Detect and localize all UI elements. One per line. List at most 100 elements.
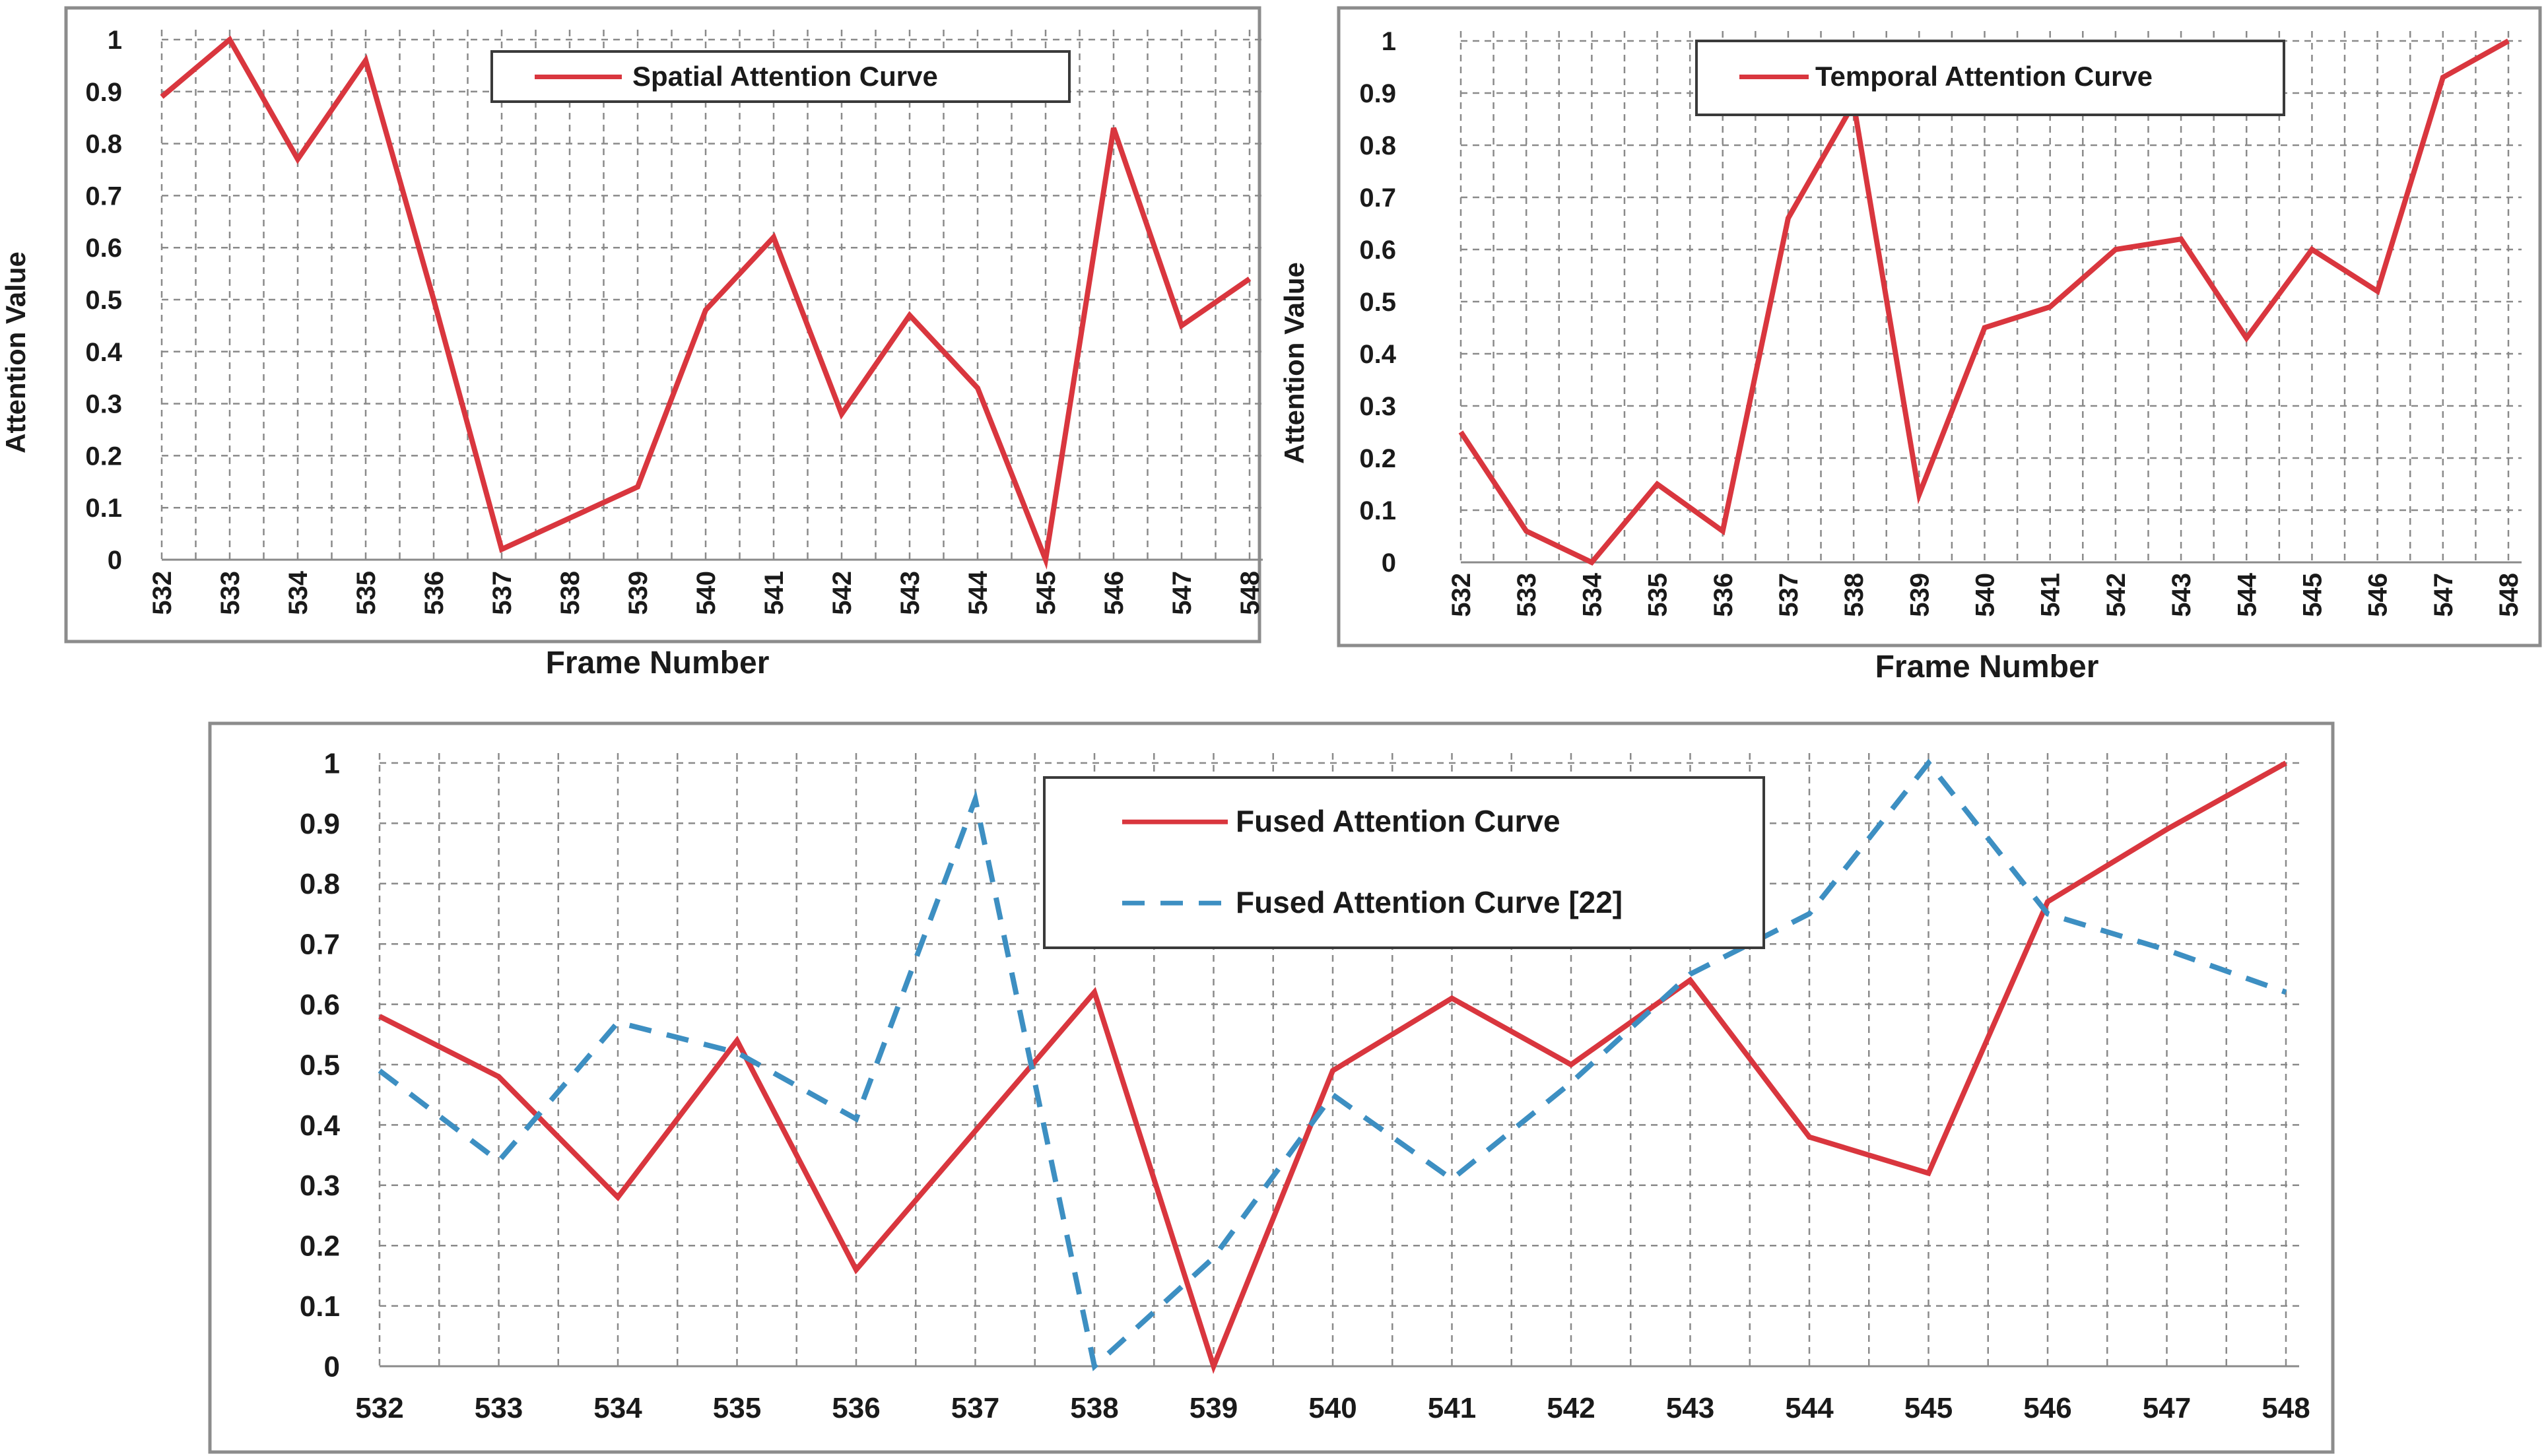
y-tick-label: 0.7: [1359, 183, 1396, 213]
x-tick-label: 538: [1070, 1392, 1118, 1424]
y-tick-label: 0.6: [85, 234, 122, 263]
chart-legend: Temporal Attention Curve: [1695, 40, 2285, 116]
y-tick-label: 0.5: [300, 1049, 340, 1081]
y-tick-label: 0.2: [300, 1230, 340, 1263]
y-tick-label: 0.6: [300, 989, 340, 1021]
y-tick-label: 1: [324, 747, 340, 779]
y-tick-label: 0: [324, 1350, 340, 1383]
y-tick-label: 0.8: [85, 130, 122, 159]
x-tick-label: 537: [1774, 573, 1803, 617]
x-tick-label: 538: [556, 571, 585, 615]
x-tick-label: 539: [624, 571, 653, 615]
y-tick-label: 0.7: [85, 182, 122, 211]
x-tick-label: 533: [475, 1392, 523, 1424]
x-tick-label: 548: [1236, 571, 1265, 615]
x-tick-label: 540: [1308, 1392, 1357, 1424]
chart-3: 0 0.1 0.2 0.3 0.4 0.5 0.6 0.7 0.8 0.9 1 532 533 534 53…: [208, 721, 2335, 1454]
y-tick-label: 0.4: [85, 338, 122, 367]
x-tick-label: 547: [2429, 573, 2458, 617]
y-tick-label: 0.8: [1359, 131, 1396, 160]
y-tick-label: 0.3: [85, 390, 122, 419]
legend-label-1: Spatial Attention Curve: [632, 61, 938, 92]
x-tick-label: 546: [2364, 573, 2393, 617]
y-tick-label: 0.2: [85, 442, 122, 471]
chart-panel-border: [64, 6, 1261, 644]
legend-label-1: Temporal Attention Curve: [1815, 61, 2153, 92]
x-tick-label: 532: [355, 1392, 403, 1424]
y-tick-label: 1: [108, 26, 122, 55]
x-tick-label: 534: [284, 570, 313, 614]
x-tick-label: 548: [2495, 573, 2524, 617]
y-tick-label: 0.5: [85, 286, 122, 315]
x-tick-label: 533: [216, 571, 245, 615]
x-tick-label: 537: [951, 1392, 999, 1424]
chart-legend: Fused Attention Curve Fused Attention Cur…: [1043, 776, 1765, 949]
x-tick-label: 539: [1190, 1392, 1238, 1424]
x-tick-label: 532: [1447, 573, 1476, 617]
x-tick-label: 543: [2167, 573, 2196, 617]
series-line-1: [378, 760, 2287, 1374]
legend-box: [1043, 776, 1765, 949]
y-tick-label: 0.2: [1359, 444, 1396, 473]
x-tick-label: 542: [828, 571, 857, 615]
y-tick-label: 0.3: [1359, 392, 1396, 421]
x-axis-label: Frame Number: [546, 645, 770, 680]
x-tick-label: 532: [148, 571, 177, 615]
x-tick-label: 543: [896, 571, 925, 615]
x-tick-label: 546: [1100, 571, 1129, 615]
x-tick-label: 535: [1644, 573, 1673, 617]
y-tick-label: 0.8: [300, 868, 340, 900]
y-tick-label: 0.5: [1359, 288, 1396, 317]
x-tick-label: 544: [964, 570, 993, 614]
y-tick-label: 0.9: [1359, 79, 1396, 108]
y-tick-label: 0.9: [85, 78, 122, 107]
x-tick-label: 535: [352, 571, 381, 615]
legend-label-2: Fused Attention Curve [22]: [1236, 885, 1623, 919]
y-tick-label: 0.1: [85, 494, 122, 523]
chart-2: 0 0.1 0.2 0.3 0.4 0.5 0.6 0.7 0.8 0.9 1 532 533 534 53…: [1279, 6, 2542, 684]
x-tick-label: 545: [1904, 1392, 1953, 1424]
x-tick-label: 533: [1512, 573, 1541, 617]
x-tick-label: 540: [1971, 573, 2000, 617]
y-axis-label: Attention Value: [0, 251, 31, 453]
y-axis-label: Attention Value: [1279, 262, 1310, 464]
x-tick-label: 543: [1666, 1392, 1714, 1424]
y-tick-label: 0.3: [300, 1170, 340, 1202]
x-tick-label: 545: [2298, 573, 2327, 617]
x-tick-label: 541: [1428, 1392, 1476, 1424]
x-tick-label: 536: [832, 1392, 880, 1424]
x-tick-label: 537: [488, 571, 517, 615]
x-tick-label: 548: [2262, 1392, 2310, 1424]
x-tick-label: 545: [1032, 571, 1061, 615]
x-tick-label: 546: [2023, 1392, 2071, 1424]
chart-1: 0 0.1 0.2 0.3 0.4 0.5 0.6 0.7 0.8 0.9 1 532 533 534 53…: [0, 6, 1265, 680]
x-tick-label: 538: [1840, 573, 1869, 617]
y-tick-label: 0.1: [1359, 496, 1396, 525]
x-tick-label: 534: [1578, 572, 1607, 616]
x-tick-label: 535: [713, 1392, 761, 1424]
x-tick-label: 547: [2143, 1392, 2191, 1424]
series-line-1: [160, 35, 1252, 570]
x-tick-label: 536: [1709, 573, 1738, 617]
chart-legend: Spatial Attention Curve: [490, 50, 1071, 103]
y-tick-label: 0.9: [300, 808, 340, 840]
series-line-1: [1458, 38, 2510, 566]
y-tick-label: 0.4: [300, 1109, 341, 1142]
x-tick-label: 540: [692, 571, 721, 615]
y-tick-label: 0.7: [300, 929, 340, 961]
x-tick-label: 542: [2102, 573, 2131, 617]
x-tick-label: 539: [1905, 573, 1934, 617]
x-tick-label: 541: [760, 571, 789, 615]
x-tick-label: 547: [1168, 571, 1197, 615]
series-line-2: [378, 758, 2287, 1372]
x-tick-label: 534: [593, 1392, 642, 1424]
x-tick-label: 544: [2232, 572, 2262, 616]
y-tick-label: 0: [1382, 548, 1396, 578]
y-tick-label: 0.1: [300, 1290, 340, 1323]
x-tick-label: 536: [420, 571, 449, 615]
y-tick-label: 0.4: [1359, 340, 1396, 369]
x-tick-label: 542: [1547, 1392, 1595, 1424]
x-tick-label: 544: [1785, 1392, 1834, 1424]
x-axis-label: Frame Number: [1875, 649, 2099, 684]
